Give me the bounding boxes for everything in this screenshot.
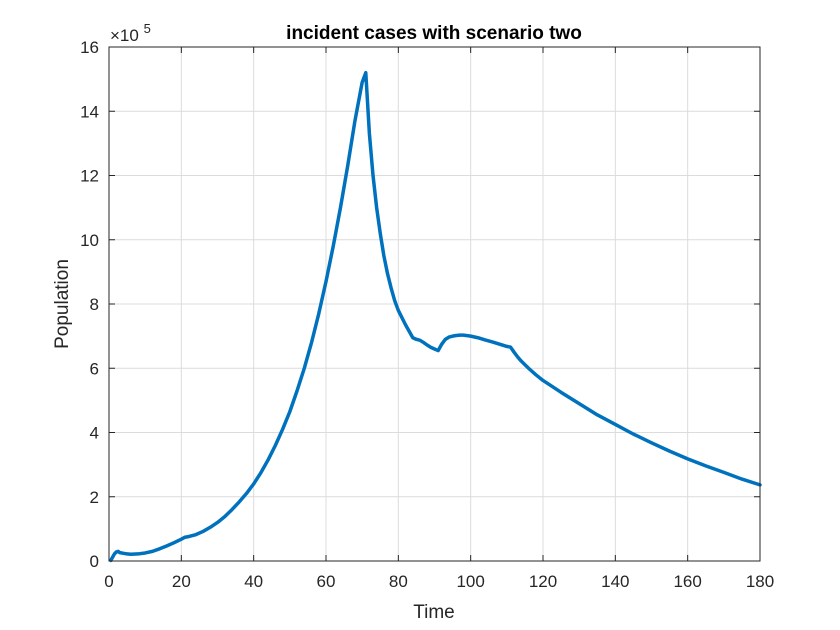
y-axis-label: Population <box>52 259 73 349</box>
y-tick-label: 2 <box>90 488 99 507</box>
x-tick-label: 80 <box>389 572 408 591</box>
tick-labels: 0 20 40 60 80 100 120 140 160 180 0 2 4 6 8 10 12 14 16 <box>80 38 774 591</box>
y-multiplier-exponent: 5 <box>144 21 151 36</box>
x-tick-label: 120 <box>529 572 557 591</box>
x-tick-label: 100 <box>456 572 484 591</box>
x-tick-label: 20 <box>172 572 191 591</box>
y-tick-label: 0 <box>90 552 99 571</box>
chart-title: incident cases with scenario two <box>286 23 582 44</box>
x-tick-label: 40 <box>244 572 263 591</box>
series-line <box>109 70 762 563</box>
x-tick-label: 0 <box>104 572 113 591</box>
y-tick-label: 6 <box>90 359 99 378</box>
y-multiplier-base: ×10 <box>110 26 139 45</box>
axes <box>108 46 761 562</box>
y-tick-label: 16 <box>80 38 99 57</box>
x-tick-label: 140 <box>601 572 629 591</box>
x-tick-label: 180 <box>746 572 774 591</box>
x-tick-label: 160 <box>673 572 701 591</box>
x-tick-label: 60 <box>317 572 336 591</box>
y-multiplier: ×10 5 <box>110 21 151 45</box>
y-tick-label: 4 <box>90 424 99 443</box>
y-tick-label: 8 <box>90 295 99 314</box>
y-tick-label: 12 <box>80 167 99 186</box>
y-tick-label: 14 <box>80 102 99 121</box>
series-layer <box>109 70 762 563</box>
x-axis-label: Time <box>413 602 455 623</box>
y-tick-label: 10 <box>80 231 99 250</box>
